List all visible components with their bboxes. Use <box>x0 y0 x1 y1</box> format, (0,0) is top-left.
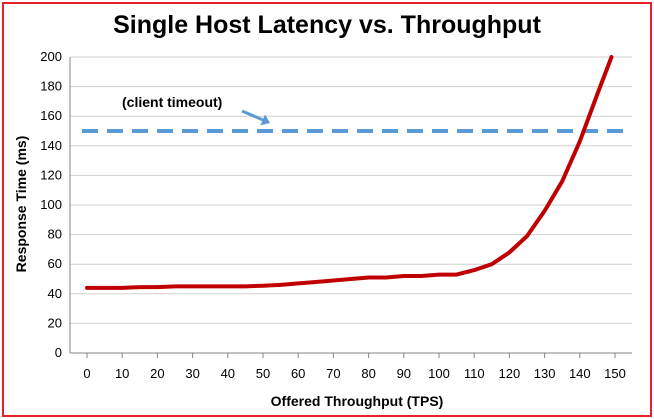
y-tick-180: 180 <box>40 79 62 94</box>
y-axis-label: Response Time (ms) <box>13 136 29 273</box>
y-tick-200: 200 <box>40 49 62 64</box>
annotation-label: (client timeout) <box>122 94 222 110</box>
x-tick-40: 40 <box>221 366 235 381</box>
x-tick-70: 70 <box>326 366 340 381</box>
y-tick-0: 0 <box>55 345 62 360</box>
y-tick-40: 40 <box>48 286 62 301</box>
chart-title: Single Host Latency vs. Throughput <box>113 11 541 39</box>
series-group <box>85 55 614 290</box>
latency-chart: Single Host Latency vs. Throughput 0 20 40… <box>13 11 632 409</box>
x-tick-90: 90 <box>397 366 411 381</box>
annotation-arrowhead <box>260 114 271 126</box>
latency-series-line-0 <box>85 55 614 290</box>
y-tick-140: 140 <box>40 138 62 153</box>
y-tick-labels: 0 20 40 60 80 100 120 140 160 180 200 <box>40 49 62 360</box>
x-tick-100: 100 <box>428 366 450 381</box>
y-tick-100: 100 <box>40 197 62 212</box>
grid-lines <box>70 56 632 324</box>
x-tick-10: 10 <box>115 366 129 381</box>
x-tick-80: 80 <box>361 366 375 381</box>
y-tick-120: 120 <box>40 167 62 182</box>
x-tick-0: 0 <box>83 366 90 381</box>
annotation-group: (client timeout) <box>122 94 271 126</box>
y-tick-80: 80 <box>48 227 62 242</box>
x-axis-label: Offered Throughput (TPS) <box>271 393 444 409</box>
annotation-arrow <box>241 109 264 122</box>
x-tick-50: 50 <box>256 366 270 381</box>
axes <box>69 57 632 358</box>
x-tick-140: 140 <box>569 366 591 381</box>
x-tick-60: 60 <box>291 366 305 381</box>
x-tick-labels: 0 10 20 30 40 50 60 70 80 90 100 110 120 130 140 150 <box>83 366 625 381</box>
x-tick-110: 110 <box>464 366 485 381</box>
x-tick-130: 130 <box>534 366 556 381</box>
x-tick-120: 120 <box>499 366 521 381</box>
y-tick-60: 60 <box>48 256 62 271</box>
x-tick-30: 30 <box>185 366 199 381</box>
x-tick-20: 20 <box>150 366 164 381</box>
y-tick-20: 20 <box>48 315 62 330</box>
x-tick-150: 150 <box>604 366 626 381</box>
y-tick-160: 160 <box>40 108 62 123</box>
